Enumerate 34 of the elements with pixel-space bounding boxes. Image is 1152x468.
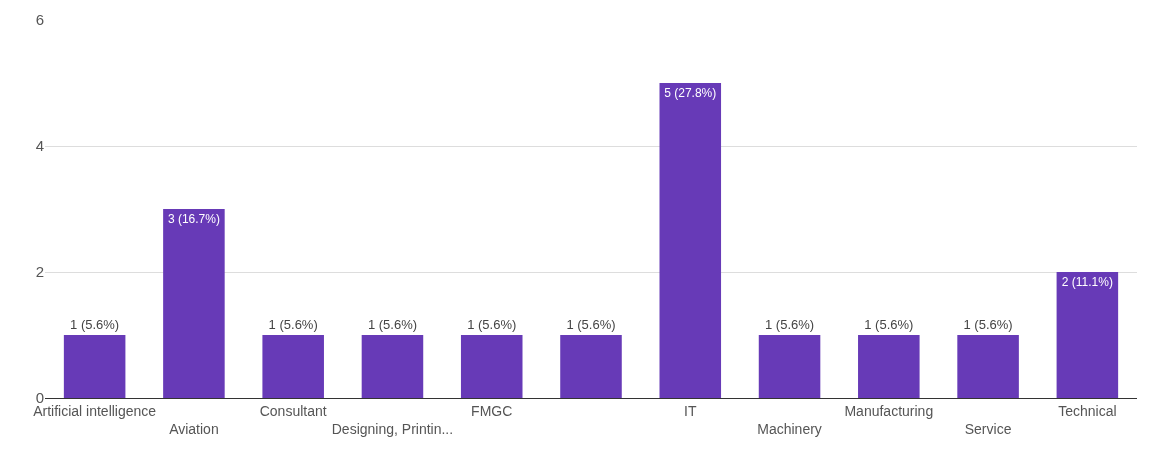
bar: [63, 335, 126, 398]
data-label: 1 (5.6%): [70, 317, 120, 332]
x-tick-label: Manufacturing: [844, 402, 934, 419]
bar: [163, 209, 225, 398]
data-label: 1 (5.6%): [467, 317, 517, 332]
y-tick-label: 4: [35, 137, 44, 155]
x-tick-label: Machinery: [757, 421, 822, 437]
x-tick-label: Technical: [1058, 402, 1117, 419]
x-tick-label: FMGC: [471, 402, 513, 419]
data-label: 1 (5.6%): [764, 317, 815, 332]
data-label: 1 (5.6%): [268, 317, 318, 332]
data-label: 1 (5.6%): [367, 317, 418, 332]
y-tick-label: 2: [35, 263, 44, 281]
bar: [361, 335, 424, 398]
data-label: 5 (27.8%): [664, 86, 717, 100]
bar: [1056, 272, 1119, 398]
y-tick-label: 6: [35, 11, 44, 29]
data-label: 1 (5.6%): [566, 317, 616, 332]
x-tick-label: Designing, Printin...: [331, 421, 454, 437]
bar: [659, 83, 722, 398]
x-tick-label: Aviation: [169, 421, 219, 437]
bar: [758, 335, 821, 398]
bar: [957, 335, 1019, 398]
bar: [560, 335, 622, 398]
x-tick-label: IT: [684, 402, 697, 419]
bar: [858, 335, 920, 398]
bar: [262, 335, 324, 398]
data-label: 1 (5.6%): [864, 317, 914, 332]
bar: [460, 335, 523, 398]
x-tick-label: Service: [964, 421, 1012, 437]
data-label: 3 (16.7%): [167, 212, 220, 226]
data-label: 2 (11.1%): [1061, 275, 1113, 289]
x-tick-label: Consultant: [259, 402, 327, 419]
data-label: 1 (5.6%): [963, 317, 1013, 332]
